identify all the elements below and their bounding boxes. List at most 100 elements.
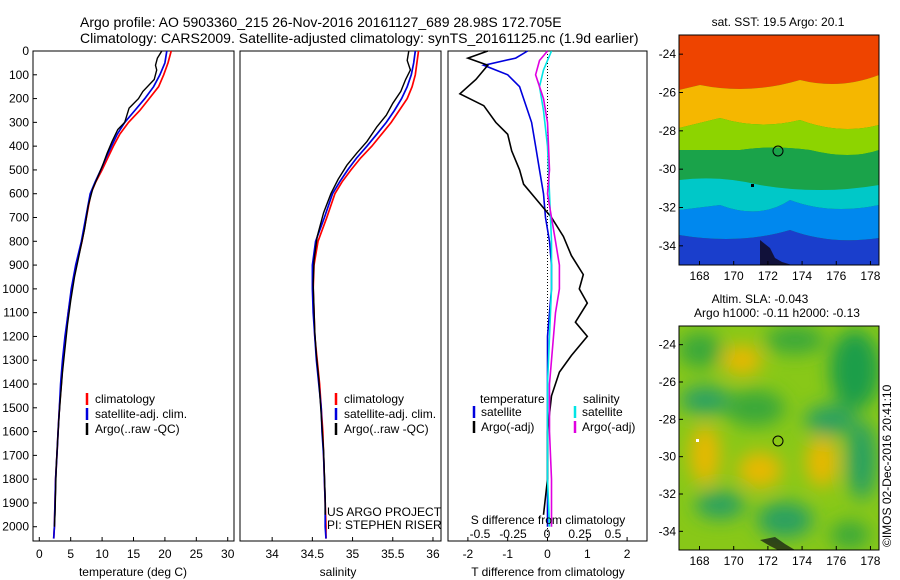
x-tick-label: 25 (190, 547, 204, 561)
y-tick-label: 700 (9, 211, 29, 225)
x-tick-label: 35.5 (381, 547, 405, 561)
sst-heatmap (679, 35, 879, 265)
s-tick-label: -0.25 (499, 527, 527, 541)
sla-map-title: Altim. SLA: -0.043 (712, 292, 809, 306)
legend-label-argo: Argo(..raw -QC) (344, 422, 429, 436)
y-tick-label: 1700 (2, 448, 29, 462)
t-tick-label: 2 (624, 547, 631, 561)
series-line-2 (53, 50, 163, 527)
y-tick-label: 800 (9, 234, 29, 248)
y-tick-label: 1800 (2, 472, 29, 486)
map-x-tick-label: 172 (758, 554, 778, 568)
y-tick-label: 1100 (3, 306, 29, 320)
map-y-tick-label: -24 (659, 338, 677, 352)
t-tick-label: -1 (502, 547, 513, 561)
y-tick-label: 400 (9, 139, 29, 153)
temperature-plot-frame (32, 50, 235, 542)
x-tick-label: 10 (95, 547, 109, 561)
y-tick-label: 200 (9, 92, 29, 106)
map-y-tick-label: -26 (659, 86, 677, 100)
temperature-xlabel: temperature (deg C) (79, 565, 187, 579)
map-x-tick-label: 174 (792, 554, 812, 568)
legend-label-satellite: satellite-adj. clim. (344, 407, 436, 421)
x-tick-label: 34 (265, 547, 279, 561)
map-x-tick-label: 170 (724, 269, 744, 283)
difference-line-3 (534, 50, 561, 527)
legend-label-s-argo: Argo(-adj) (582, 420, 635, 434)
x-tick-label: 0 (36, 547, 43, 561)
t-tick-label: 0 (544, 547, 551, 561)
sla-heatmap (679, 326, 879, 550)
map-y-tick-label: -30 (659, 162, 677, 176)
y-tick-label: 1600 (2, 425, 29, 439)
map-y-tick-label: -28 (659, 412, 677, 426)
salinity-series (311, 50, 420, 539)
y-tick-label: 1400 (2, 377, 29, 391)
difference-panel: -2 -1 0 1 2 -0.5 -0.25 0 0.25 0.5 S difference fr… (447, 50, 648, 579)
y-tick-label: 0 (22, 44, 29, 58)
map-y-tick-label: -34 (659, 524, 677, 538)
sla-map-panel: Altim. SLA: -0.043 Argo h1000: -0.11 h20… (659, 292, 881, 568)
imos-timestamp: ©IMOS 02-Dec-2016 20:41:10 (880, 384, 894, 547)
map-y-tick-label: -32 (659, 487, 677, 501)
legend-label-climatology: climatology (344, 392, 404, 406)
map-x-tick-label: 168 (689, 269, 709, 283)
y-tick-label: 1900 (2, 496, 29, 510)
sst-map-panel: sat. SST: 19.5 Argo: 20.1 168 170 172 174 17… (659, 15, 881, 283)
map-x-tick-label: 172 (758, 269, 778, 283)
x-tick-label: 20 (158, 547, 172, 561)
legend-label-argo: Argo(..raw -QC) (95, 422, 180, 436)
legend-title-temperature: temperature (480, 392, 545, 406)
map-y-tick-label: -32 (659, 201, 677, 215)
map-x-tick-label: 176 (826, 269, 846, 283)
sst-map-frame (678, 34, 880, 266)
temperature-axis: 0 5 10 15 20 25 30 (36, 537, 235, 561)
series-line-2 (312, 50, 412, 515)
x-tick-label: 34.5 (301, 547, 325, 561)
map-y-tick-label: -30 (659, 450, 677, 464)
x-tick-label: 36 (426, 547, 440, 561)
legend-label-s-satellite: satellite (582, 405, 623, 419)
y-tick-label: 1300 (2, 353, 29, 367)
salinity-panel: 34 34.5 35 35.5 36 salinity climatology sate… (239, 50, 442, 579)
y-tick-label: 600 (9, 187, 29, 201)
s-tick-label: 0.25 (568, 527, 592, 541)
sst-map-title: sat. SST: 19.5 Argo: 20.1 (712, 15, 845, 29)
difference-line-1 (458, 50, 589, 515)
sla-map-point (696, 439, 699, 442)
map-y-tick-label: -34 (659, 239, 677, 253)
header-line-2: Climatology: CARS2009. Satellite-adjuste… (80, 30, 638, 46)
sla-map-subtitle: Argo h1000: -0.11 h2000: -0.13 (694, 306, 860, 320)
profile-location-marker (772, 435, 784, 447)
map-y-tick-label: -26 (659, 375, 677, 389)
s-tick-label: -0.5 (470, 527, 491, 541)
sst-map-axes: 168 170 172 174 176 178 -24 -26 -28 -30 -32 -34 (659, 47, 881, 283)
map-x-tick-label: 170 (724, 554, 744, 568)
x-tick-label: 30 (221, 547, 235, 561)
y-tick-label: 500 (9, 163, 29, 177)
map-y-tick-label: -24 (659, 47, 677, 61)
t-tick-label: -2 (463, 547, 474, 561)
difference-series (458, 50, 589, 527)
map-x-tick-label: 168 (689, 554, 709, 568)
salinity-legend: climatology satellite-adj. clim. Argo(..… (334, 392, 436, 436)
t-difference-label: T difference from climatology (471, 565, 625, 579)
y-tick-label: 900 (9, 258, 29, 272)
sla-map-axes: 168 170 172 174 176 178 -24 -26 -28 -30 -32 -34 (659, 338, 881, 568)
y-tick-label: 1000 (2, 282, 29, 296)
legend-label-climatology: climatology (95, 392, 155, 406)
y-tick-label: 2000 (2, 520, 29, 534)
x-tick-label: 35 (346, 547, 360, 561)
map-x-tick-label: 178 (860, 554, 880, 568)
y-tick-label: 1500 (2, 401, 29, 415)
s-tick-label: 0.5 (605, 527, 622, 541)
profile-location-marker (772, 145, 784, 157)
x-tick-label: 5 (67, 547, 74, 561)
map-x-tick-label: 178 (860, 269, 880, 283)
temperature-panel: 0100200300400500600700800900100011001200… (2, 44, 234, 579)
x-tick-label: 15 (127, 547, 141, 561)
legend-title-salinity: salinity (583, 392, 620, 406)
legend-label-satellite: satellite-adj. clim. (95, 407, 187, 421)
y-tick-label: 300 (9, 115, 29, 129)
